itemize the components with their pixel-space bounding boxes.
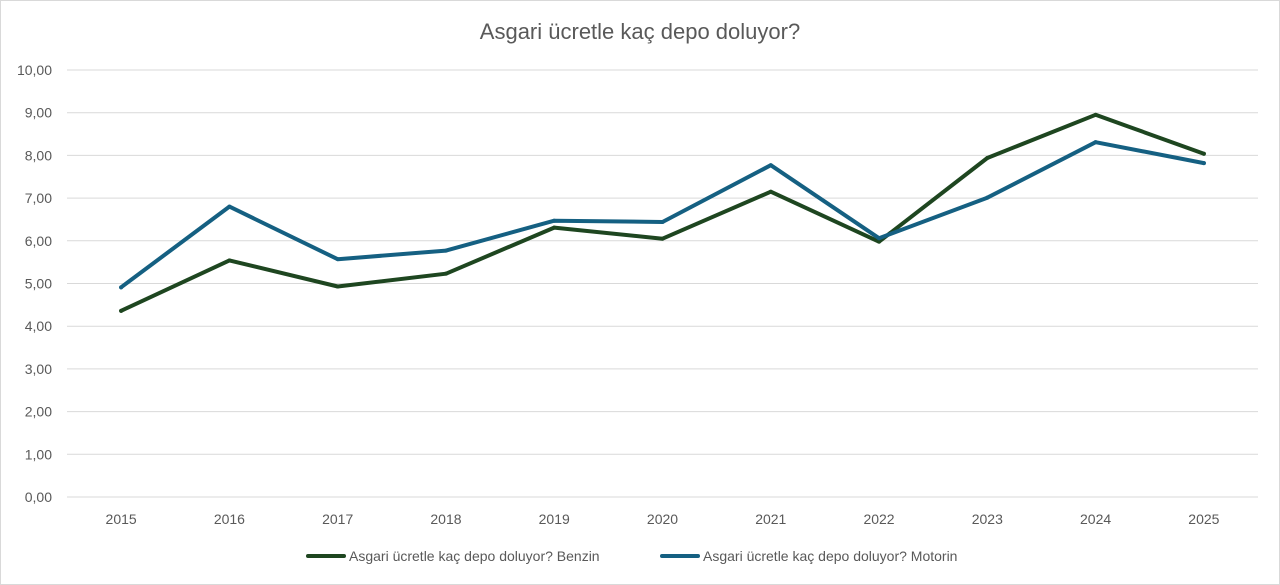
x-tick-label: 2016: [214, 511, 245, 527]
x-tick-label: 2015: [106, 511, 137, 527]
y-tick-label: 10,00: [17, 62, 52, 78]
data-point: [552, 218, 557, 223]
data-point: [660, 236, 665, 241]
y-tick-label: 8,00: [25, 147, 52, 163]
y-tick-label: 9,00: [25, 105, 52, 121]
y-tick-label: 3,00: [25, 361, 52, 377]
data-point: [443, 271, 448, 276]
y-axis-tick-labels: 0,00 1,00 2,00 3,00 4,00 5,00 6,00 7,00 8,00 9,00…: [17, 62, 52, 505]
x-tick-label: 2021: [755, 511, 786, 527]
data-point: [985, 155, 990, 160]
data-point: [660, 220, 665, 225]
y-tick-label: 6,00: [25, 233, 52, 249]
data-point: [1093, 140, 1098, 145]
x-tick-label: 2022: [863, 511, 894, 527]
data-point: [335, 257, 340, 262]
legend: Asgari ücretle kaç depo doluyor? Benzin A…: [306, 548, 957, 564]
gridlines: [67, 69, 1258, 498]
x-tick-label: 2019: [539, 511, 570, 527]
x-tick-label: 2020: [647, 511, 678, 527]
y-tick-label: 1,00: [25, 446, 52, 462]
data-point: [119, 308, 124, 313]
data-point: [877, 236, 882, 241]
x-axis-tick-labels: 2015 2016 2017 2018 2019 2020 2021 2022 2023 2024…: [106, 511, 1220, 527]
data-point: [227, 204, 232, 209]
x-tick-label: 2025: [1188, 511, 1219, 527]
data-point: [877, 239, 882, 244]
data-point: [119, 285, 124, 290]
data-point: [227, 258, 232, 263]
x-tick-label: 2017: [322, 511, 353, 527]
data-point: [1201, 151, 1206, 156]
data-point: [443, 248, 448, 253]
y-tick-label: 4,00: [25, 318, 52, 334]
y-tick-label: 0,00: [25, 489, 52, 505]
series-line-2: [119, 140, 1206, 290]
data-point: [985, 195, 990, 200]
data-point: [552, 225, 557, 230]
data-point: [768, 163, 773, 168]
series-lines: [119, 112, 1206, 313]
y-tick-label: 2,00: [25, 404, 52, 420]
data-point: [1093, 112, 1098, 117]
y-tick-label: 5,00: [25, 276, 52, 292]
chart-title: Asgari ücretle kaç depo doluyor?: [480, 19, 800, 44]
data-point: [1201, 161, 1206, 166]
data-point: [335, 284, 340, 289]
legend-label: Asgari ücretle kaç depo doluyor? Motorin: [703, 548, 957, 564]
legend-label: Asgari ücretle kaç depo doluyor? Benzin: [349, 548, 600, 564]
y-tick-label: 7,00: [25, 190, 52, 206]
series-line-1: [119, 112, 1206, 313]
x-tick-label: 2024: [1080, 511, 1111, 527]
data-point: [768, 189, 773, 194]
x-tick-label: 2018: [430, 511, 461, 527]
x-tick-label: 2023: [972, 511, 1003, 527]
